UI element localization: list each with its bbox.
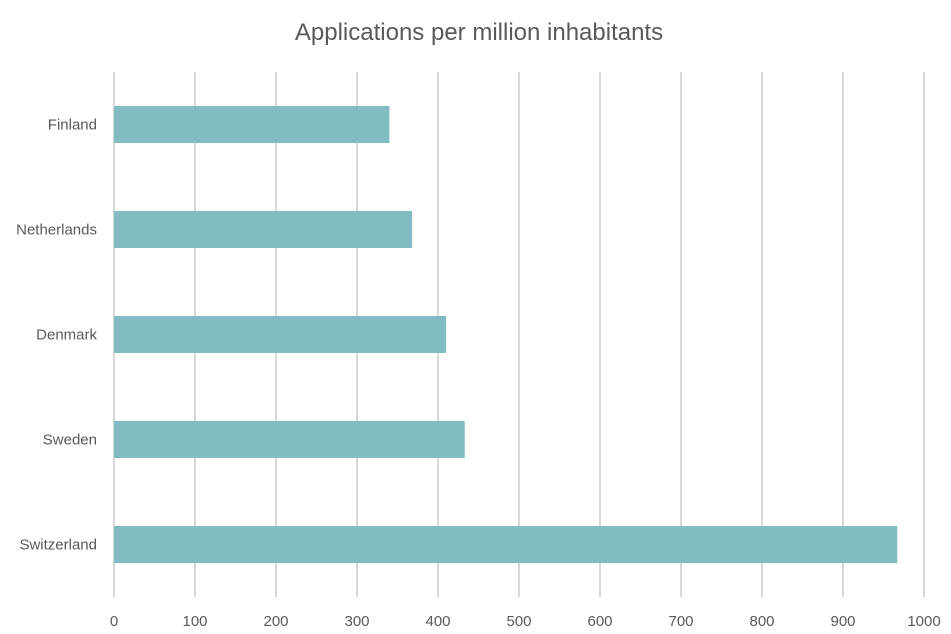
bar-finland bbox=[114, 106, 389, 143]
category-label-sweden: Sweden bbox=[43, 432, 97, 449]
x-tick-labels: 0 100 200 300 400 500 600 700 800 900 1000 bbox=[110, 613, 941, 630]
category-label-netherlands: Netherlands bbox=[16, 222, 97, 239]
bar-netherlands bbox=[114, 211, 412, 248]
x-tick-label: 800 bbox=[749, 613, 774, 630]
x-tick-label: 500 bbox=[506, 613, 531, 630]
bar-denmark bbox=[114, 316, 446, 353]
category-label-denmark: Denmark bbox=[36, 327, 97, 344]
category-label-switzerland: Switzerland bbox=[19, 537, 97, 554]
x-tick-label: 300 bbox=[344, 613, 369, 630]
x-tick-label: 400 bbox=[425, 613, 450, 630]
x-tick-label: 0 bbox=[110, 613, 118, 630]
bars bbox=[114, 106, 897, 563]
x-tick-label: 700 bbox=[668, 613, 693, 630]
x-tick-label: 600 bbox=[587, 613, 612, 630]
x-tick-label: 900 bbox=[830, 613, 855, 630]
category-labels: Finland Netherlands Denmark Sweden Switzerla… bbox=[16, 117, 97, 554]
category-label-finland: Finland bbox=[48, 117, 97, 134]
x-tick-label: 100 bbox=[182, 613, 207, 630]
chart-title: Applications per million inhabitants bbox=[295, 19, 663, 46]
x-tick-label: 200 bbox=[263, 613, 288, 630]
bar-switzerland bbox=[114, 526, 897, 563]
bar-sweden bbox=[114, 421, 465, 458]
x-tick-label: 1000 bbox=[907, 613, 940, 630]
